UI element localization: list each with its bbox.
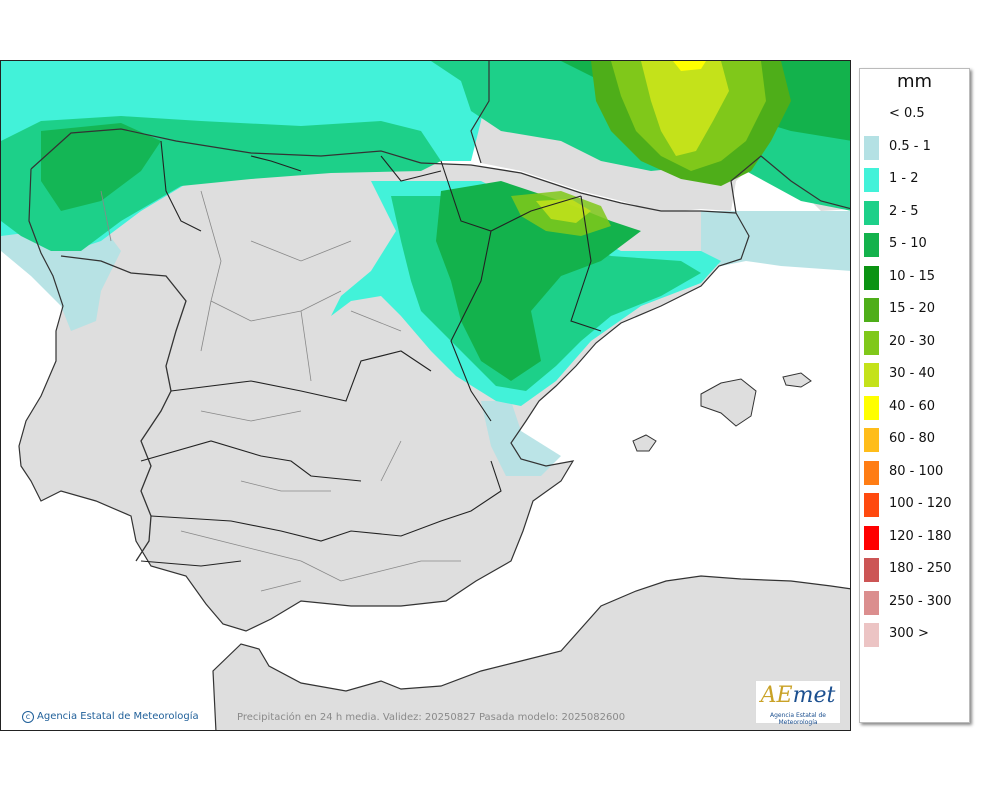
- aemet-logo-part-b: met: [792, 683, 836, 708]
- legend-label: 1 - 2: [889, 171, 919, 186]
- precip-5-10-nw: [41, 123, 161, 211]
- france-spain-border: [420, 162, 737, 214]
- province-borders: [100, 190, 461, 592]
- aemet-logo-subtitle: Agencia Estatal de Meteorología: [769, 712, 826, 726]
- legend-swatch: [864, 135, 879, 160]
- legend-swatch: [864, 233, 879, 257]
- legend-label: 5 - 10: [889, 236, 927, 251]
- legend-label: 180 - 250: [889, 561, 952, 576]
- legend-swatch: [864, 428, 879, 452]
- coastline-france: [470, 61, 850, 214]
- legend-swatch: [864, 168, 879, 192]
- legend-item: 60 - 80: [860, 424, 969, 456]
- legend-label: 0.5 - 1: [889, 138, 931, 154]
- map-caption: Precipitación en 24 h media. Validez: 20…: [237, 712, 626, 723]
- ibiza-island: [632, 434, 657, 452]
- legend-unit: mm: [896, 71, 933, 92]
- legend-item: 40 - 60: [860, 392, 969, 424]
- coastline-iberia: [18, 128, 750, 632]
- legend-swatch: [864, 395, 879, 420]
- legend-label: < 0.5: [889, 106, 925, 121]
- legend-swatch: [864, 298, 879, 322]
- precip-0-5-1-south: [481, 401, 561, 476]
- precipitation-layer: [1, 61, 850, 476]
- precip-30-40: [641, 61, 729, 156]
- precipitation-legend: mm < 0.5 0.5 - 1 1 - 2 2 - 5 5 - 10 10 - 15 15…: [859, 68, 970, 723]
- legend-item: 0.5 - 1: [860, 132, 969, 164]
- agency-credit-text: Agencia Estatal de Meteorología: [37, 711, 199, 722]
- legend-item: 10 - 15: [860, 262, 969, 294]
- map-canvas: [1, 61, 850, 730]
- legend-swatch: [864, 265, 879, 290]
- legend-label: 250 - 300: [889, 593, 952, 609]
- legend-label: 40 - 60: [889, 398, 936, 414]
- community-borders: [140, 140, 602, 567]
- coastline-africa: [212, 575, 850, 730]
- legend-label: 300 >: [889, 626, 929, 641]
- legend-label: 15 - 20: [889, 301, 936, 316]
- legend-swatch: [864, 200, 879, 225]
- legend-item: 180 - 250: [860, 554, 969, 586]
- africa-land: [213, 576, 850, 730]
- legend-swatch: [864, 525, 879, 550]
- precip-40-60: [673, 61, 706, 71]
- legend-label: 100 - 120: [889, 496, 952, 511]
- legend-label: 2 - 5: [889, 203, 919, 219]
- legend-item: 2 - 5: [860, 197, 969, 229]
- aemet-logo: AEmet Agencia Estatal de Meteorología: [755, 680, 841, 726]
- legend-label: 30 - 40: [889, 366, 936, 381]
- legend-item: 100 - 120: [860, 489, 969, 521]
- legend-swatch: [864, 460, 879, 485]
- legend-item: < 0.5: [860, 99, 969, 131]
- legend-swatch: [864, 623, 879, 647]
- legend-item: 5 - 10: [860, 229, 969, 261]
- aemet-logo-wordmark: AEmet: [756, 683, 840, 708]
- legend-label: 120 - 180: [889, 528, 952, 544]
- legend-label: 80 - 100: [889, 463, 944, 479]
- copyright-icon: c: [22, 711, 34, 723]
- legend-label: 20 - 30: [889, 333, 936, 349]
- legend-item: 300 >: [860, 619, 969, 651]
- legend-item: 120 - 180: [860, 522, 969, 554]
- legend-swatch: [864, 558, 879, 582]
- precipitation-map[interactable]: [0, 60, 851, 731]
- legend-item: 20 - 30: [860, 327, 969, 359]
- legend-label: 10 - 15: [889, 268, 936, 284]
- legend-swatch: [864, 590, 879, 615]
- legend-item: 80 - 100: [860, 457, 969, 489]
- legend-label: 60 - 80: [889, 431, 936, 446]
- legend-item: 30 - 40: [860, 359, 969, 391]
- legend-item: 15 - 20: [860, 294, 969, 326]
- mallorca-island: [700, 378, 757, 427]
- precip-0-5-1-east: [701, 211, 850, 271]
- legend-item: 250 - 300: [860, 587, 969, 619]
- legend-item: 1 - 2: [860, 164, 969, 196]
- menorca-island: [782, 372, 812, 388]
- legend-swatch: [864, 330, 879, 355]
- agency-credit: c Agencia Estatal de Meteorología: [22, 711, 199, 723]
- legend-swatch: [864, 363, 879, 387]
- border-layer: [18, 61, 850, 730]
- aemet-logo-part-a: AE: [760, 683, 793, 708]
- legend-swatch: [864, 493, 879, 517]
